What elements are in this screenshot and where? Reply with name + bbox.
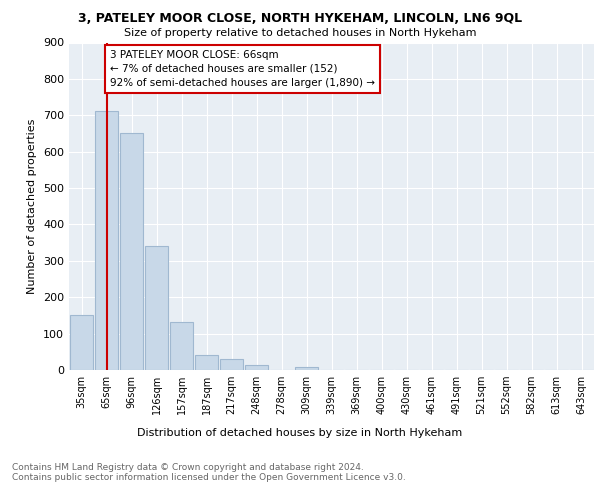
- Bar: [195, 354, 218, 370]
- Bar: [220, 359, 243, 370]
- Bar: [70, 314, 93, 370]
- Text: 3 PATELEY MOOR CLOSE: 66sqm
← 7% of detached houses are smaller (152)
92% of sem: 3 PATELEY MOOR CLOSE: 66sqm ← 7% of deta…: [110, 50, 375, 88]
- Text: Size of property relative to detached houses in North Hykeham: Size of property relative to detached ho…: [124, 28, 476, 38]
- Bar: [145, 246, 168, 370]
- Text: Distribution of detached houses by size in North Hykeham: Distribution of detached houses by size …: [137, 428, 463, 438]
- Bar: [295, 367, 318, 370]
- Text: Contains HM Land Registry data © Crown copyright and database right 2024.
Contai: Contains HM Land Registry data © Crown c…: [12, 462, 406, 482]
- Bar: [170, 322, 193, 370]
- Bar: [245, 366, 268, 370]
- Y-axis label: Number of detached properties: Number of detached properties: [28, 118, 37, 294]
- Bar: [120, 133, 143, 370]
- Text: 3, PATELEY MOOR CLOSE, NORTH HYKEHAM, LINCOLN, LN6 9QL: 3, PATELEY MOOR CLOSE, NORTH HYKEHAM, LI…: [78, 12, 522, 26]
- Bar: [95, 110, 118, 370]
